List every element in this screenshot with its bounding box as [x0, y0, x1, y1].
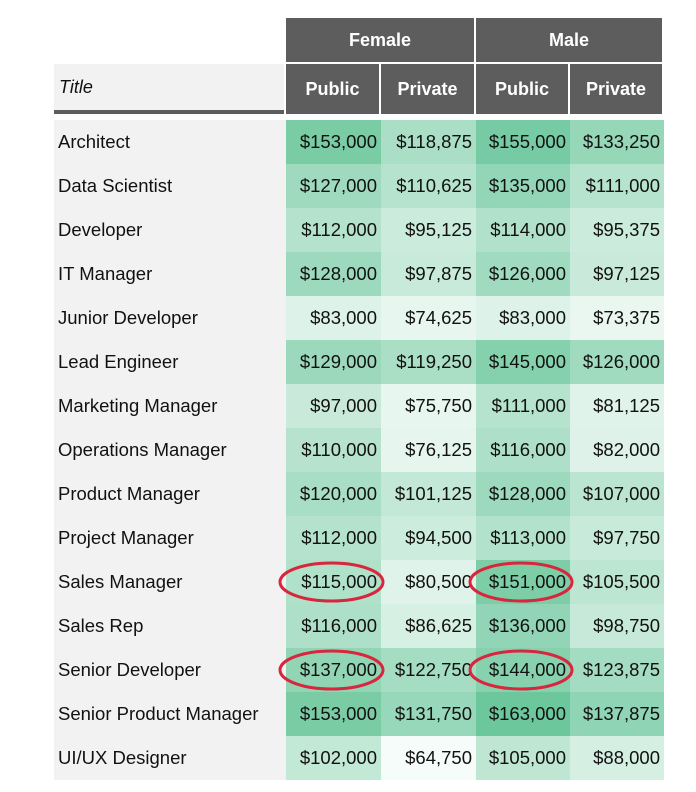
- table-cell: $83,000: [286, 296, 381, 340]
- row-label: Junior Developer: [54, 296, 286, 340]
- table-cell: $110,000: [286, 428, 381, 472]
- group-header-female: Female: [286, 18, 474, 62]
- table-cell: $95,125: [381, 208, 476, 252]
- table-cell: $113,000: [476, 516, 570, 560]
- row-label: Project Manager: [54, 516, 286, 560]
- table-cell: $107,000: [570, 472, 664, 516]
- table-cell: $163,000: [476, 692, 570, 736]
- table-cell: $119,250: [381, 340, 476, 384]
- table-cell: $94,500: [381, 516, 476, 560]
- table-cell: $105,500: [570, 560, 664, 604]
- table-cell: $64,750: [381, 736, 476, 780]
- table-cell: $83,000: [476, 296, 570, 340]
- column-header-private-1: Private: [381, 64, 474, 114]
- table-cell: $137,875: [570, 692, 664, 736]
- table-cell: $110,625: [381, 164, 476, 208]
- row-label: IT Manager: [54, 252, 286, 296]
- table-cell: $155,000: [476, 120, 570, 164]
- table-cell: $135,000: [476, 164, 570, 208]
- table-cell: $102,000: [286, 736, 381, 780]
- table-cell: $97,750: [570, 516, 664, 560]
- row-label: Lead Engineer: [54, 340, 286, 384]
- row-label: Marketing Manager: [54, 384, 286, 428]
- table-cell: $153,000: [286, 692, 381, 736]
- table-cell: $97,125: [570, 252, 664, 296]
- table-cell: $80,500: [381, 560, 476, 604]
- table-cell: $116,000: [476, 428, 570, 472]
- row-label: Data Scientist: [54, 164, 286, 208]
- table-cell: $111,000: [570, 164, 664, 208]
- table-cell: $86,625: [381, 604, 476, 648]
- table-cell: $133,250: [570, 120, 664, 164]
- table-cell: $151,000: [476, 560, 570, 604]
- table-cell: $88,000: [570, 736, 664, 780]
- table-cell: $76,125: [381, 428, 476, 472]
- table-cell: $116,000: [286, 604, 381, 648]
- title-column-header: Title: [54, 64, 284, 114]
- table-cell: $101,125: [381, 472, 476, 516]
- table-cell: $144,000: [476, 648, 570, 692]
- table-cell: $95,375: [570, 208, 664, 252]
- table-cell: $129,000: [286, 340, 381, 384]
- row-label: Sales Manager: [54, 560, 286, 604]
- table-cell: $128,000: [286, 252, 381, 296]
- table-cell: $73,375: [570, 296, 664, 340]
- row-label: Sales Rep: [54, 604, 286, 648]
- table-cell: $126,000: [476, 252, 570, 296]
- row-label: Product Manager: [54, 472, 286, 516]
- table-grid: Female Male Title Public Private Public Privat…: [54, 18, 664, 780]
- row-label: Operations Manager: [54, 428, 286, 472]
- table-cell: $112,000: [286, 516, 381, 560]
- table-cell: $114,000: [476, 208, 570, 252]
- row-label: Architect: [54, 120, 286, 164]
- group-header-male: Male: [476, 18, 662, 62]
- column-header-public-0: Public: [286, 64, 379, 114]
- column-header-public-2: Public: [476, 64, 568, 114]
- row-label: Senior Product Manager: [54, 692, 286, 736]
- table-cell: $118,875: [381, 120, 476, 164]
- column-header-private-3: Private: [570, 64, 662, 114]
- table-cell: $75,750: [381, 384, 476, 428]
- table-cell: $122,750: [381, 648, 476, 692]
- row-label: Developer: [54, 208, 286, 252]
- table-cell: $126,000: [570, 340, 664, 384]
- table-cell: $123,875: [570, 648, 664, 692]
- table-cell: $127,000: [286, 164, 381, 208]
- table-cell: $82,000: [570, 428, 664, 472]
- table-cell: $131,750: [381, 692, 476, 736]
- table-cell: $115,000: [286, 560, 381, 604]
- table-cell: $97,875: [381, 252, 476, 296]
- table-cell: $128,000: [476, 472, 570, 516]
- table-cell: $120,000: [286, 472, 381, 516]
- table-cell: $81,125: [570, 384, 664, 428]
- table-cell: $136,000: [476, 604, 570, 648]
- table-cell: $97,000: [286, 384, 381, 428]
- table-cell: $145,000: [476, 340, 570, 384]
- table-cell: $111,000: [476, 384, 570, 428]
- table-cell: $74,625: [381, 296, 476, 340]
- row-label: Senior Developer: [54, 648, 286, 692]
- table-cell: $112,000: [286, 208, 381, 252]
- table-cell: $153,000: [286, 120, 381, 164]
- table-cell: $105,000: [476, 736, 570, 780]
- row-label: UI/UX Designer: [54, 736, 286, 780]
- table-cell: $98,750: [570, 604, 664, 648]
- table-cell: $137,000: [286, 648, 381, 692]
- salary-table: Female Male Title Public Private Public Privat…: [54, 18, 664, 780]
